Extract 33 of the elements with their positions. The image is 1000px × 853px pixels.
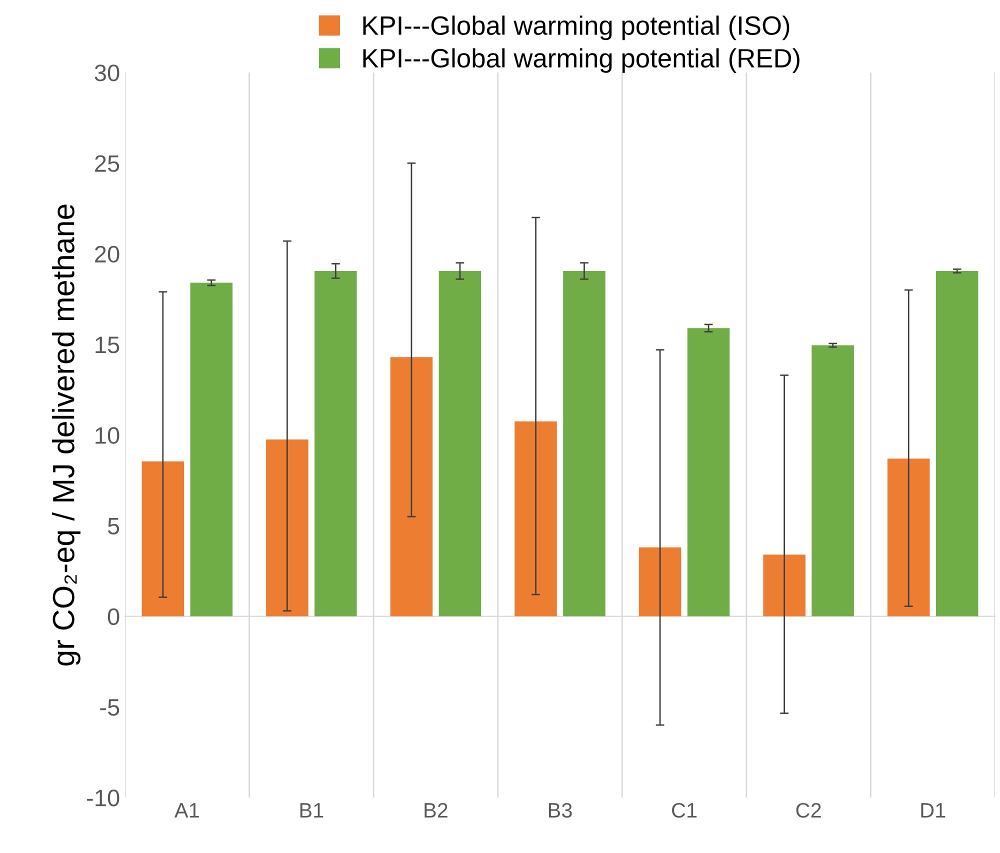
y-tick-label: 0 xyxy=(108,608,120,626)
legend-label: KPI---Global warming potential (ISO) xyxy=(363,16,790,40)
bar xyxy=(266,440,308,616)
bar xyxy=(142,461,184,616)
x-tick-label: D1 xyxy=(921,803,946,818)
x-tick-label: C1 xyxy=(672,802,697,818)
y-tick-label: -5 xyxy=(100,699,120,716)
y-tick-label: 10 xyxy=(96,427,120,444)
legend-label: KPI---Global warming potential (RED) xyxy=(363,48,800,73)
y-tick-label: 20 xyxy=(95,246,120,263)
bar xyxy=(687,328,730,616)
bar xyxy=(314,270,357,616)
bar xyxy=(763,554,806,616)
y-tick-label: 30 xyxy=(94,64,120,82)
x-tick-label: C2 xyxy=(796,802,821,818)
y-tick-label: 5 xyxy=(108,518,120,534)
y-tick-label: 25 xyxy=(95,155,120,172)
bar xyxy=(638,547,682,616)
bar xyxy=(438,270,482,616)
bar xyxy=(563,270,606,616)
x-tick-label: B3 xyxy=(548,802,572,818)
x-tick-label: B1 xyxy=(300,803,324,818)
bar xyxy=(390,357,433,616)
x-tick-label: B2 xyxy=(424,802,448,818)
y-tick-label: 15 xyxy=(96,336,120,354)
bar xyxy=(514,421,557,616)
bar xyxy=(190,282,233,616)
x-tick-label: A1 xyxy=(174,803,199,818)
y-axis-title: gr CO₂-eq / MJ delivered methane xyxy=(52,204,80,666)
bar xyxy=(887,458,930,616)
y-tick-label: -10 xyxy=(87,790,120,806)
bar xyxy=(936,270,978,616)
bar xyxy=(812,345,854,616)
